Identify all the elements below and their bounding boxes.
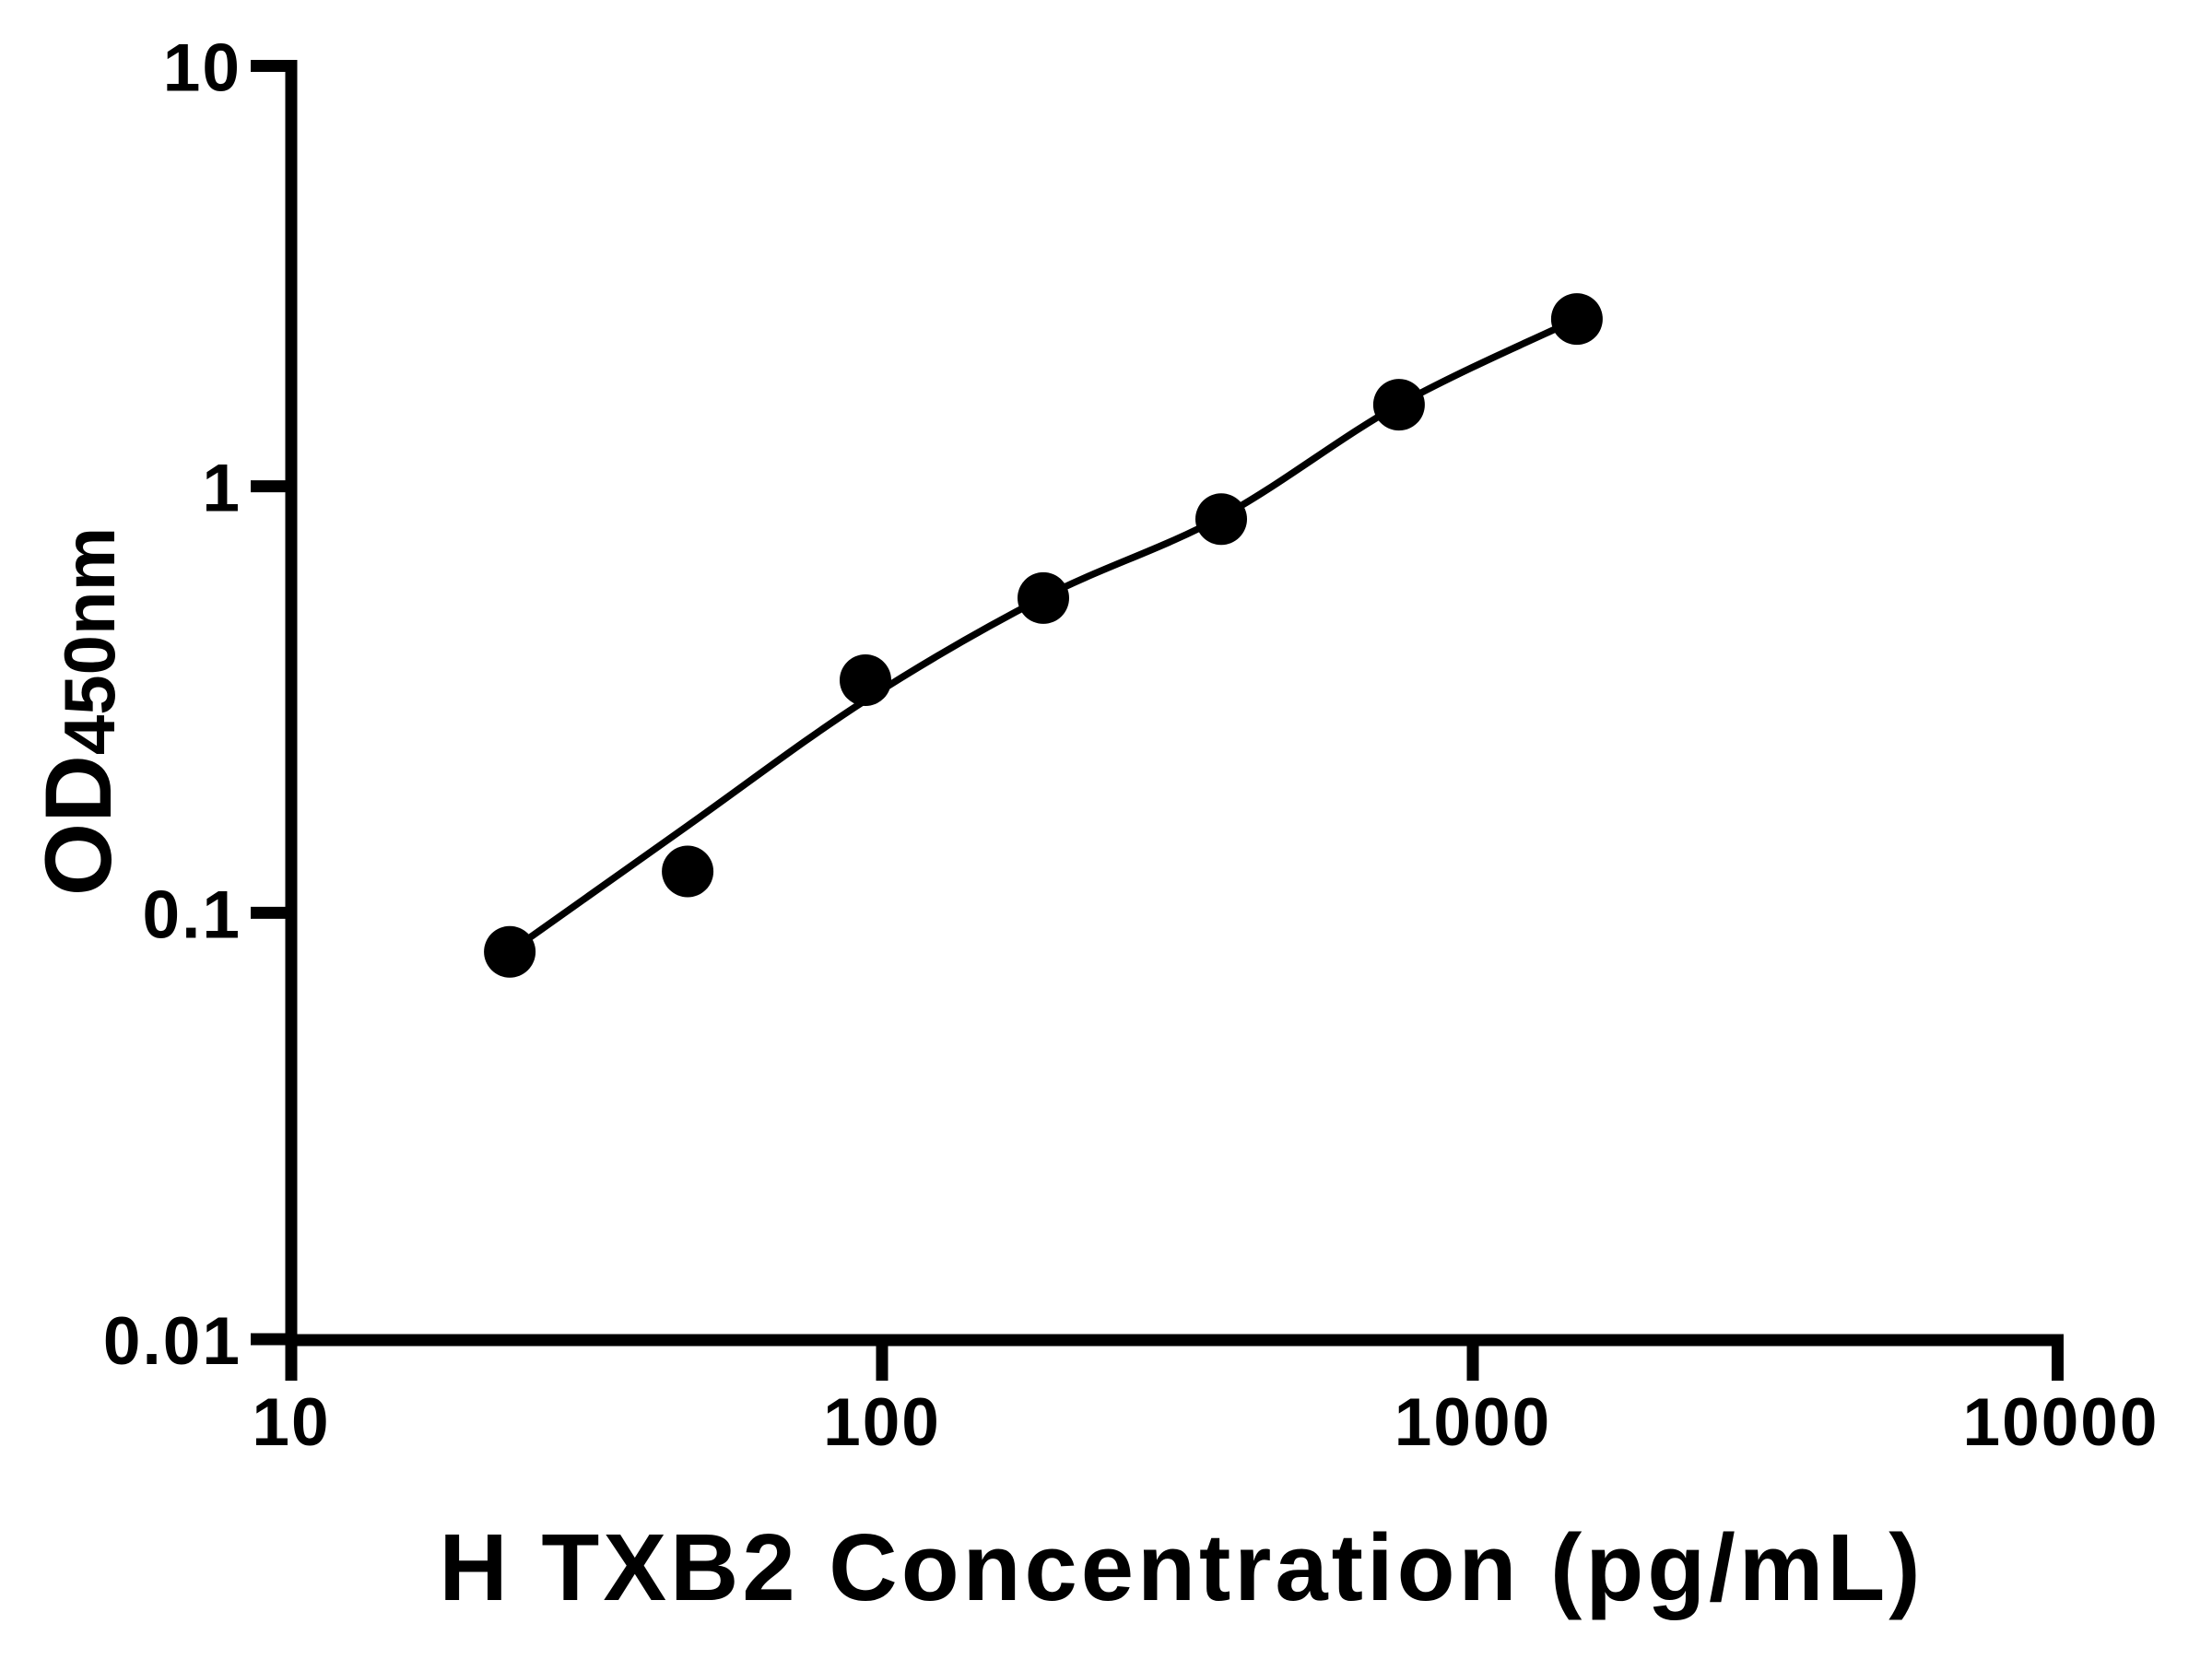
x-tick-label: 1000 — [1394, 1385, 1551, 1460]
data-point — [1195, 493, 1247, 546]
y-axis-ticks — [251, 60, 298, 1346]
y-tick-label: 10 — [163, 31, 241, 106]
data-point — [1550, 293, 1603, 346]
x-tick-label: 10 — [252, 1385, 330, 1460]
y-tick-label: 0.1 — [143, 877, 241, 952]
data-point — [1018, 571, 1069, 624]
x-tick-label: 100 — [823, 1385, 941, 1460]
y-axis-title-sub: 450nm — [49, 527, 130, 755]
data-point — [1372, 379, 1425, 431]
data-points — [484, 293, 1603, 978]
x-axis-tick-labels: 10 100 1000 10000 — [252, 1385, 2159, 1460]
data-point — [662, 845, 714, 898]
y-axis-tick-labels: 10 1 0.1 0.01 — [103, 31, 241, 1380]
y-tick-label: 1 — [202, 452, 241, 526]
axes — [285, 60, 2064, 1381]
y-tick-label: 0.01 — [103, 1304, 241, 1379]
x-axis-ticks — [285, 1340, 2064, 1381]
x-axis-title: H TXB2 Concentration (pg/mL) — [439, 1514, 1924, 1620]
data-point — [484, 925, 536, 978]
y-axis-title: OD450nm — [26, 527, 131, 896]
data-point — [840, 654, 891, 706]
y-axis-title-main: OD — [26, 755, 131, 896]
x-tick-label: 10000 — [1963, 1385, 2159, 1460]
